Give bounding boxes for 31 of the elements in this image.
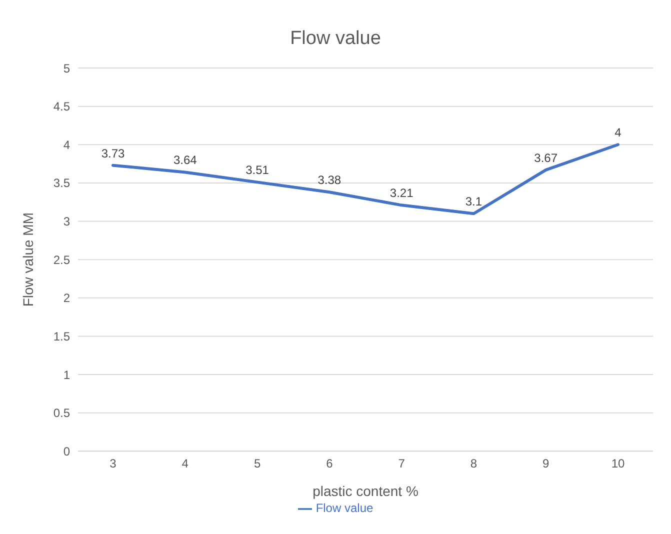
data-label: 3.73 bbox=[101, 146, 125, 160]
x-tick-label: 9 bbox=[542, 456, 550, 471]
x-axis-title: plastic content % bbox=[312, 483, 418, 500]
data-label: 3.51 bbox=[246, 163, 270, 178]
y-tick-label: 0.5 bbox=[53, 406, 70, 420]
data-label: 3.21 bbox=[390, 186, 414, 200]
y-tick-label: 4 bbox=[63, 138, 70, 152]
y-tick-label: 3 bbox=[63, 214, 70, 229]
chart-title: Flow value bbox=[289, 27, 382, 51]
y-tick-label: 3.5 bbox=[53, 176, 70, 190]
y-tick-label: 0 bbox=[63, 444, 70, 458]
data-label: 3.1 bbox=[465, 194, 482, 209]
data-label: 3.64 bbox=[173, 153, 198, 168]
y-tick-label: 2.5 bbox=[53, 252, 70, 267]
y-tick-label: 2 bbox=[63, 291, 70, 306]
y-tick-label: 1.5 bbox=[53, 329, 70, 344]
x-tick-label: 8 bbox=[470, 456, 478, 471]
y-axis-title: Flow value MM bbox=[20, 212, 36, 307]
x-tick-label: 6 bbox=[326, 456, 334, 471]
y-tick-label: 1 bbox=[63, 368, 70, 382]
y-tick-label: 4.5 bbox=[53, 100, 70, 114]
x-tick-label: 5 bbox=[254, 456, 261, 471]
y-tick-label: 5 bbox=[63, 61, 70, 76]
x-tick-label: 10 bbox=[611, 456, 625, 471]
x-tick-label: 4 bbox=[182, 456, 189, 471]
legend-label: Flow value bbox=[316, 501, 374, 516]
data-label: 3.67 bbox=[534, 150, 558, 165]
data-label: 3.38 bbox=[318, 173, 342, 188]
x-tick-label: 3 bbox=[110, 456, 117, 471]
x-tick-label: 7 bbox=[398, 456, 406, 471]
data-label: 4 bbox=[614, 126, 622, 140]
